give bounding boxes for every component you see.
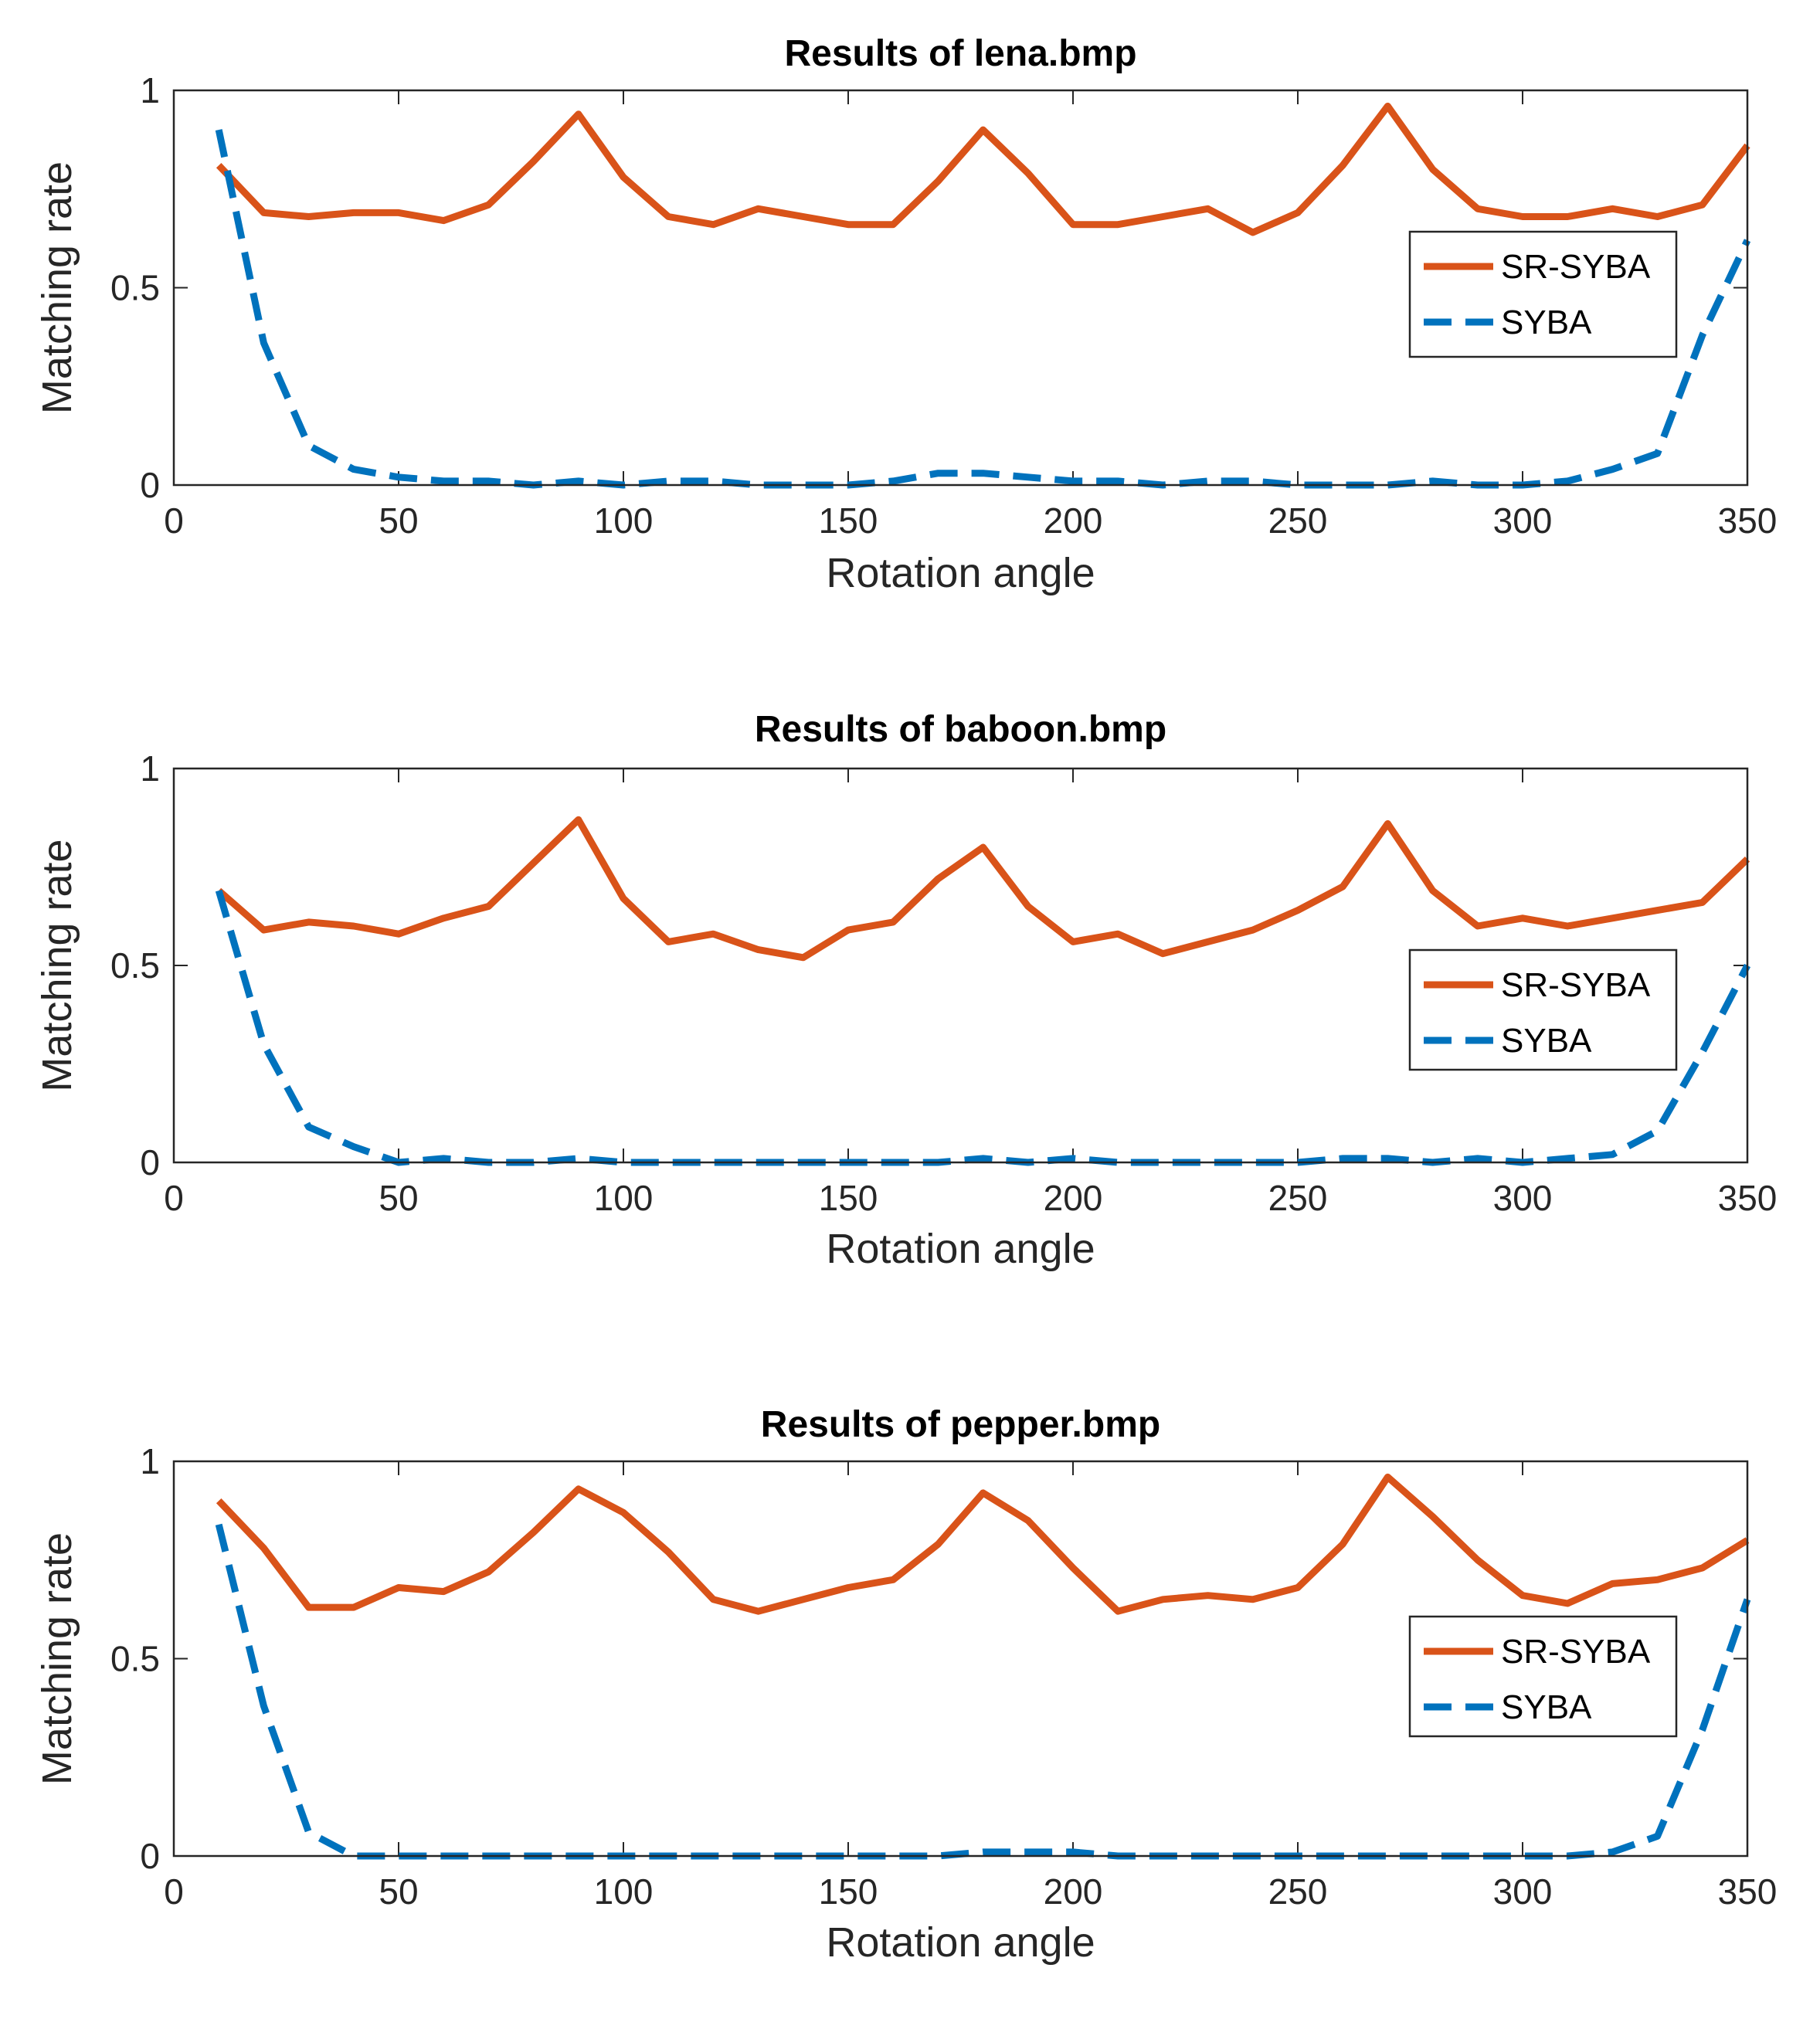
y-axis-label: Matching rate — [34, 839, 80, 1091]
chart-3: Results of pepper.bmp 0 50 100 150 200 250 300 3… — [34, 1404, 1777, 1966]
y-tick-label: 0.5 — [110, 1639, 160, 1679]
chart-title: Results of pepper.bmp — [761, 1404, 1160, 1445]
x-tick-label: 200 — [1044, 1871, 1103, 1912]
x-tick-label: 150 — [819, 1178, 878, 1218]
x-tick-label: 100 — [594, 500, 654, 541]
axes-box — [172, 89, 1749, 487]
x-tick-label: 350 — [1718, 1178, 1778, 1218]
legend: SR-SYBA SYBA — [1408, 230, 1678, 358]
axes-box — [172, 1460, 1749, 1858]
legend-label: SYBA — [1501, 1688, 1592, 1726]
x-tick-label: 250 — [1268, 500, 1328, 541]
x-tick-label: 50 — [379, 1871, 418, 1912]
x-tick-label: 300 — [1493, 1178, 1553, 1218]
x-tick-label: 50 — [379, 1178, 418, 1218]
x-tick-label: 300 — [1493, 500, 1553, 541]
y-axis-label: Matching rate — [34, 1532, 80, 1785]
y-tick-label: 0.5 — [110, 945, 160, 986]
y-tick-label: 1 — [140, 70, 160, 110]
legend-box — [1408, 948, 1678, 1071]
y-tick-label: 0 — [140, 1836, 160, 1876]
x-tick-label: 0 — [164, 500, 184, 541]
y-axis-label: Matching rate — [34, 161, 80, 414]
legend: SR-SYBA SYBA — [1408, 948, 1678, 1071]
x-tick-label: 0 — [164, 1871, 184, 1912]
series-line-sr-syba — [216, 102, 1750, 236]
series-line-syba — [215, 889, 1750, 1166]
x-axis-label: Rotation angle — [826, 1919, 1095, 1966]
x-tick-label: 300 — [1493, 1871, 1553, 1912]
legend-box — [1408, 230, 1678, 358]
x-tick-label: 250 — [1268, 1178, 1328, 1218]
series-line-sr-syba — [216, 1473, 1750, 1615]
chart-title: Results of baboon.bmp — [755, 709, 1166, 750]
legend-label: SR-SYBA — [1501, 248, 1651, 286]
chart-2: Results of baboon.bmp 0 50 100 150 200 250 300 3… — [34, 709, 1777, 1272]
y-tick-label: 1 — [140, 748, 160, 789]
x-tick-label: 100 — [594, 1178, 654, 1218]
x-tick-label: 200 — [1044, 500, 1103, 541]
x-axis-label: Rotation angle — [826, 550, 1095, 596]
x-tick-label: 150 — [819, 1871, 878, 1912]
x-tick-label: 250 — [1268, 1871, 1328, 1912]
legend-label: SR-SYBA — [1501, 1633, 1651, 1671]
x-tick-label: 100 — [594, 1871, 654, 1912]
series-line-sr-syba — [216, 816, 1750, 962]
x-tick-label: 350 — [1718, 500, 1778, 541]
x-tick-label: 200 — [1044, 1178, 1103, 1218]
axes-box — [172, 767, 1749, 1164]
legend-label: SR-SYBA — [1501, 966, 1651, 1004]
x-axis-label: Rotation angle — [826, 1226, 1095, 1272]
x-tick-label: 350 — [1718, 1871, 1778, 1912]
chart-title: Results of lena.bmp — [784, 33, 1136, 74]
x-tick-label: 150 — [819, 500, 878, 541]
y-tick-label: 0 — [140, 1142, 160, 1182]
chart-1: Results of lena.bmp 0 50 100 150 200 250 300 350… — [34, 33, 1777, 596]
legend-box — [1408, 1615, 1678, 1738]
y-tick-label: 0 — [140, 465, 160, 505]
y-tick-label: 1 — [140, 1441, 160, 1481]
y-tick-label: 0.5 — [110, 268, 160, 308]
legend-label: SYBA — [1501, 304, 1592, 341]
legend: SR-SYBA SYBA — [1408, 1615, 1678, 1738]
legend-label: SYBA — [1501, 1022, 1592, 1060]
x-tick-label: 0 — [164, 1178, 184, 1218]
x-tick-label: 50 — [379, 500, 418, 541]
